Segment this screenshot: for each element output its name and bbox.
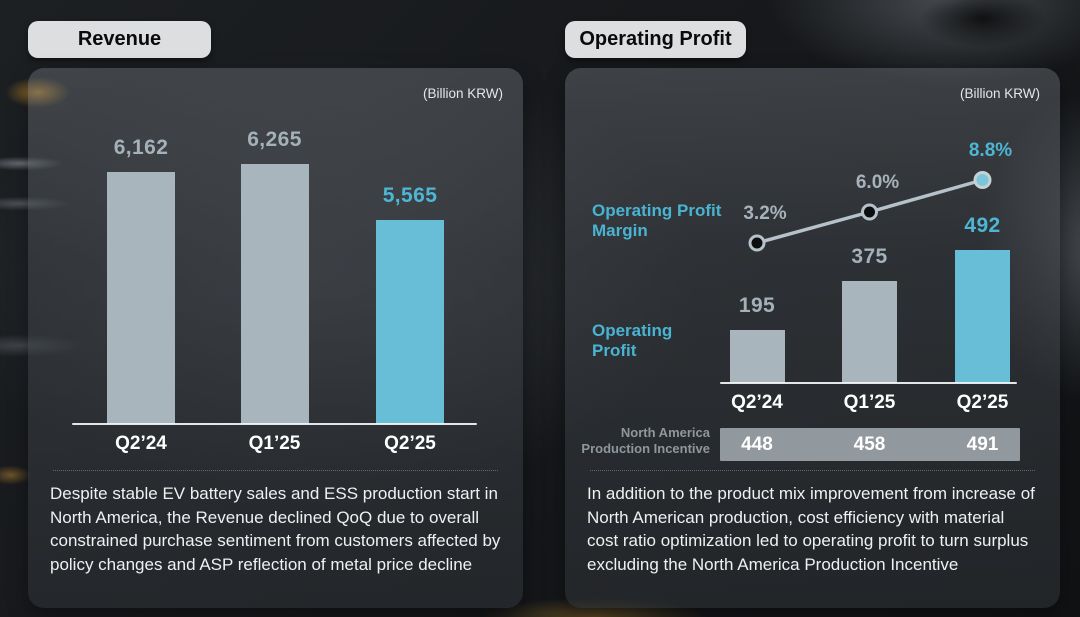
incentive-value: 448 (741, 434, 773, 455)
revenue-bar-value-label: 5,565 (382, 184, 438, 207)
revenue-bar-category-label: Q1’25 (248, 433, 301, 454)
revenue-chart: 6,162 Q2’24 6,265 Q1’25 5,565 Q2’25 (28, 68, 523, 608)
margin-value-label-highlighted: 8.8% (968, 140, 1013, 161)
operating-profit-divider (590, 470, 1035, 471)
operating-profit-bar (842, 281, 897, 383)
revenue-panel: (Billion KRW) 6,162 Q2’24 6,265 Q1’25 5,… (28, 68, 523, 608)
incentive-strip (720, 428, 1020, 461)
operating-profit-unit-label: (Billion KRW) (959, 86, 1040, 101)
revenue-bar-highlighted (376, 220, 444, 424)
operating-profit-series-label: Operating Profit (592, 321, 673, 360)
revenue-title-badge: Revenue (28, 21, 211, 58)
incentive-value: 458 (853, 434, 886, 455)
revenue-axis-line (72, 423, 477, 425)
margin-value-label: 6.0% (855, 172, 900, 193)
revenue-title: Revenue (77, 28, 162, 50)
operating-profit-bar-category-label: Q1’25 (843, 392, 896, 413)
operating-profit-bar-value-label: 492 (964, 214, 1001, 237)
revenue-bar-value-label: 6,265 (247, 128, 302, 151)
operating-profit-bar (729, 330, 785, 383)
revenue-bar (107, 172, 175, 424)
margin-point-dot (861, 203, 878, 221)
operating-profit-margin-series-label: Operating Profit Margin (592, 201, 722, 240)
revenue-unit-label: (Billion KRW) (422, 86, 503, 101)
operating-profit-bar-category-label: Q2’25 (956, 392, 1009, 413)
operating-profit-panel: (Billion KRW) Operating Profit Margin Op… (565, 68, 1060, 608)
revenue-divider (53, 470, 498, 471)
operating-profit-bar-highlighted (955, 250, 1010, 383)
margin-point-dot-highlighted (973, 171, 992, 189)
incentive-row-label: North America Production Incentive (581, 425, 710, 456)
operating-profit-title-badge: Operating Profit (565, 21, 746, 58)
margin-value-label: 3.2% (743, 203, 787, 224)
incentive-value: 491 (966, 434, 999, 455)
operating-profit-bar-value-label: 195 (738, 294, 776, 317)
revenue-note: Despite stable EV battery sales and ESS … (50, 484, 501, 574)
margin-point-dot (748, 234, 766, 252)
operating-profit-note: In addition to the product mix improveme… (587, 484, 1035, 574)
revenue-bar (240, 164, 309, 424)
operating-profit-chart: 195 Q2’24 375 Q1’25 492 Q2’25 3.2 (565, 68, 1060, 608)
operating-profit-bar-category-label: Q2’24 (731, 392, 783, 413)
operating-profit-title: Operating Profit (579, 28, 732, 50)
operating-profit-bar-value-label: 375 (851, 245, 888, 268)
revenue-bar-category-label: Q2’25 (384, 433, 436, 454)
revenue-bar-category-label: Q2’24 (115, 433, 167, 454)
operating-profit-axis-line (720, 382, 1017, 384)
revenue-bar-value-label: 6,162 (113, 136, 169, 159)
